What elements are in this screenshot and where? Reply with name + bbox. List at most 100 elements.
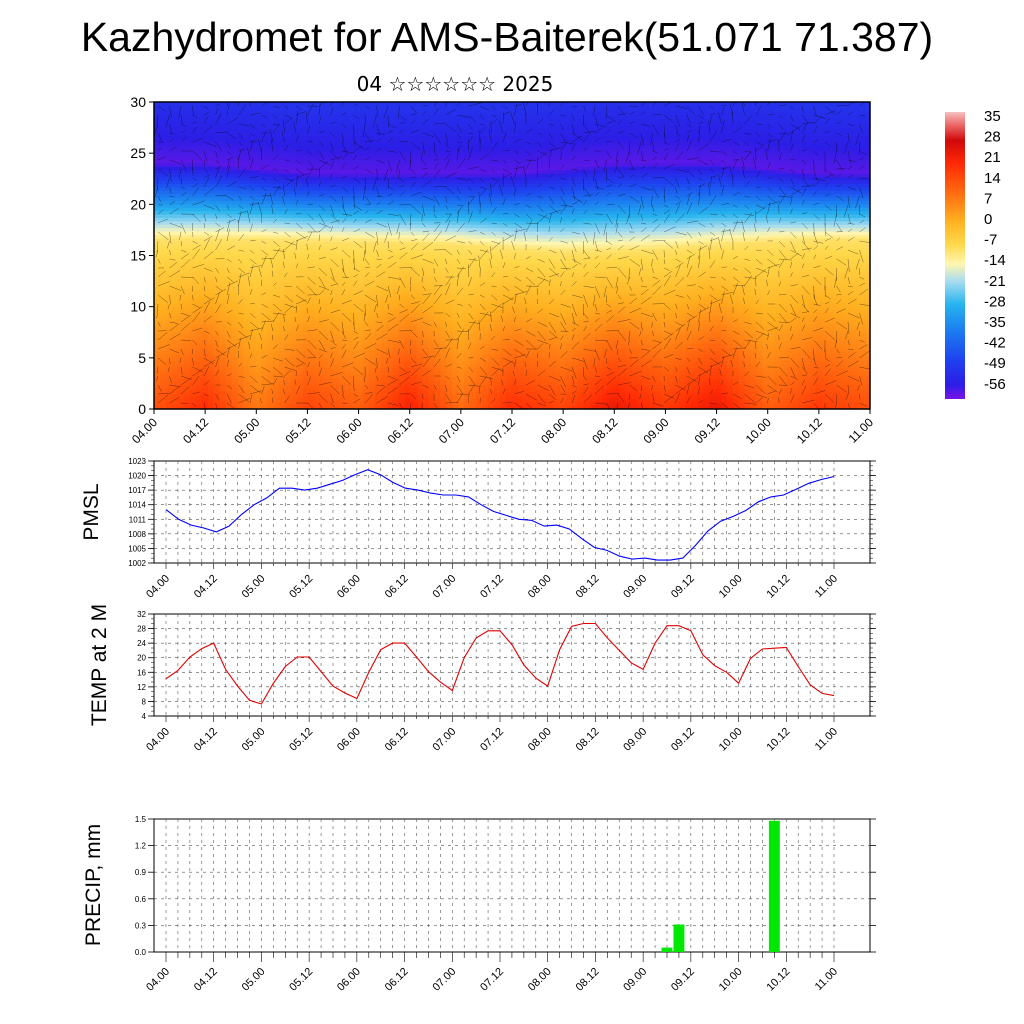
xtick-label: 04.00 bbox=[144, 966, 172, 994]
page-subtitle: 04 ☆☆☆☆☆☆ 2025 bbox=[356, 72, 554, 96]
ytick-label: 32 bbox=[137, 610, 146, 619]
xtick-label: 11.00 bbox=[813, 573, 840, 600]
xs-xtick-label: 05.00 bbox=[231, 415, 262, 446]
xtick-label: 07.12 bbox=[478, 726, 506, 754]
colorbar-label: 14 bbox=[984, 170, 1001, 187]
xtick-label: 05.00 bbox=[240, 726, 268, 754]
ytick-label: 1020 bbox=[128, 472, 146, 481]
xs-xtick-label: 08.00 bbox=[538, 415, 569, 446]
xtick-label: 06.12 bbox=[383, 573, 411, 601]
xtick-label: 08.00 bbox=[526, 966, 554, 994]
precipitation-panel: 0.0 0.3 0.6 0.9 1.2 1.5 04.00 04.12 05.00 05.12 06… bbox=[82, 815, 876, 994]
pmsl-axis-label: PMSL bbox=[80, 483, 103, 540]
ytick-label: 1008 bbox=[128, 530, 146, 539]
xs-ytick-label: 25 bbox=[130, 145, 146, 161]
xs-xtick-label: 09.12 bbox=[692, 415, 723, 446]
xtick-label: 09.12 bbox=[669, 573, 697, 601]
colorbar-label: 7 bbox=[984, 190, 992, 207]
colorbar-label: 0 bbox=[984, 211, 992, 228]
colorbar-label: -49 bbox=[984, 355, 1006, 372]
xtick-label: 10.12 bbox=[764, 573, 792, 601]
xs-xtick-label: 04.12 bbox=[180, 415, 211, 446]
xtick-label: 05.12 bbox=[287, 966, 315, 994]
xtick-label: 09.12 bbox=[669, 966, 697, 994]
xtick-label: 10.00 bbox=[717, 726, 745, 754]
xtick-label: 09.12 bbox=[669, 726, 697, 754]
xs-xtick-label: 07.12 bbox=[487, 415, 518, 446]
ytick-label: 20 bbox=[137, 654, 146, 663]
xtick-label: 07.00 bbox=[430, 726, 458, 754]
ytick-label: 12 bbox=[137, 683, 146, 692]
xs-ytick-label: 20 bbox=[130, 196, 146, 212]
ytick-label: 28 bbox=[137, 625, 146, 634]
precip-bar bbox=[768, 820, 780, 952]
ytick-label: 1002 bbox=[128, 559, 146, 568]
pmsl-panel: 1002 1005 1008 1011 1014 1017 1020 1023 04.00 04.… bbox=[80, 457, 876, 601]
xs-xtick-label: 11.00 bbox=[846, 415, 877, 446]
colorbar-label: -14 bbox=[984, 252, 1006, 269]
wind-vectors bbox=[154, 102, 870, 409]
xtick-label: 09.00 bbox=[621, 966, 649, 994]
xtick-label: 07.12 bbox=[478, 573, 506, 601]
xtick-label: 04.12 bbox=[192, 573, 220, 601]
xs-ytick-label: 0 bbox=[138, 401, 146, 417]
precipitation-axis-label: PRECIP, mm bbox=[82, 824, 105, 946]
ytick-label: 0.9 bbox=[135, 868, 147, 877]
xs-xtick-label: 10.00 bbox=[743, 415, 774, 446]
xtick-label: 08.00 bbox=[526, 573, 554, 601]
xtick-label: 04.00 bbox=[144, 573, 172, 601]
colorbar-label: -35 bbox=[984, 314, 1006, 331]
xtick-label: 04.00 bbox=[144, 726, 172, 754]
precip-bar bbox=[673, 924, 685, 952]
xtick-label: 07.00 bbox=[430, 573, 458, 601]
xtick-label: 10.12 bbox=[764, 726, 792, 754]
xs-ytick-label: 15 bbox=[130, 248, 146, 264]
ytick-label: 1005 bbox=[128, 544, 146, 553]
ytick-label: 1017 bbox=[128, 486, 146, 495]
xs-xtick-label: 04.00 bbox=[129, 415, 160, 446]
ytick-label: 1.2 bbox=[135, 842, 147, 851]
xtick-label: 10.00 bbox=[717, 966, 745, 994]
colorbar-label: -42 bbox=[984, 335, 1006, 352]
xtick-label: 07.00 bbox=[430, 966, 458, 994]
xtick-label: 08.00 bbox=[526, 726, 554, 754]
xtick-label: 11.00 bbox=[813, 966, 840, 993]
xtick-label: 08.12 bbox=[574, 573, 602, 601]
colorbar-label: -7 bbox=[984, 232, 997, 249]
xs-xtick-label: 07.00 bbox=[436, 415, 467, 446]
colorbar-label: 35 bbox=[984, 108, 1001, 125]
ytick-label: 0.0 bbox=[135, 948, 147, 957]
xtick-label: 08.12 bbox=[574, 726, 602, 754]
xtick-label: 09.00 bbox=[621, 726, 649, 754]
ytick-label: 4 bbox=[142, 712, 147, 721]
xtick-label: 04.12 bbox=[192, 966, 220, 994]
xtick-label: 05.00 bbox=[240, 966, 268, 994]
xs-ytick-label: 5 bbox=[138, 350, 146, 366]
xtick-label: 06.12 bbox=[383, 726, 411, 754]
xtick-label: 06.00 bbox=[335, 726, 363, 754]
xtick-label: 06.00 bbox=[335, 573, 363, 601]
xtick-label: 05.00 bbox=[240, 573, 268, 601]
xs-xtick-label: 08.12 bbox=[589, 415, 620, 446]
xs-xtick-label: 10.12 bbox=[794, 415, 825, 446]
xs-xtick-label: 06.12 bbox=[385, 415, 416, 446]
colorbar-label: 28 bbox=[984, 129, 1001, 146]
colorbar-gradient bbox=[945, 112, 965, 399]
xtick-label: 05.12 bbox=[287, 573, 315, 601]
ytick-label: 0.3 bbox=[135, 921, 147, 930]
ytick-label: 1023 bbox=[128, 457, 146, 466]
colorbar-label: -28 bbox=[984, 293, 1006, 310]
cross-section-panel: 0 5 10 15 20 25 30 04.00 04.12 05.00 05.12 06.00 06… bbox=[129, 94, 877, 446]
page-title: Kazhydromet for AMS-Baiterek(51.071 71.3… bbox=[80, 14, 934, 60]
xs-ytick-label: 10 bbox=[130, 299, 146, 315]
xtick-label: 06.00 bbox=[335, 966, 363, 994]
ytick-label: 1.5 bbox=[135, 815, 147, 824]
ytick-label: 1011 bbox=[129, 515, 147, 524]
xs-xtick-label: 05.12 bbox=[282, 415, 313, 446]
xtick-label: 08.12 bbox=[574, 966, 602, 994]
ytick-label: 24 bbox=[137, 639, 146, 648]
xtick-label: 10.12 bbox=[764, 966, 792, 994]
xtick-label: 06.12 bbox=[383, 966, 411, 994]
colorbar-label: -21 bbox=[984, 273, 1006, 290]
